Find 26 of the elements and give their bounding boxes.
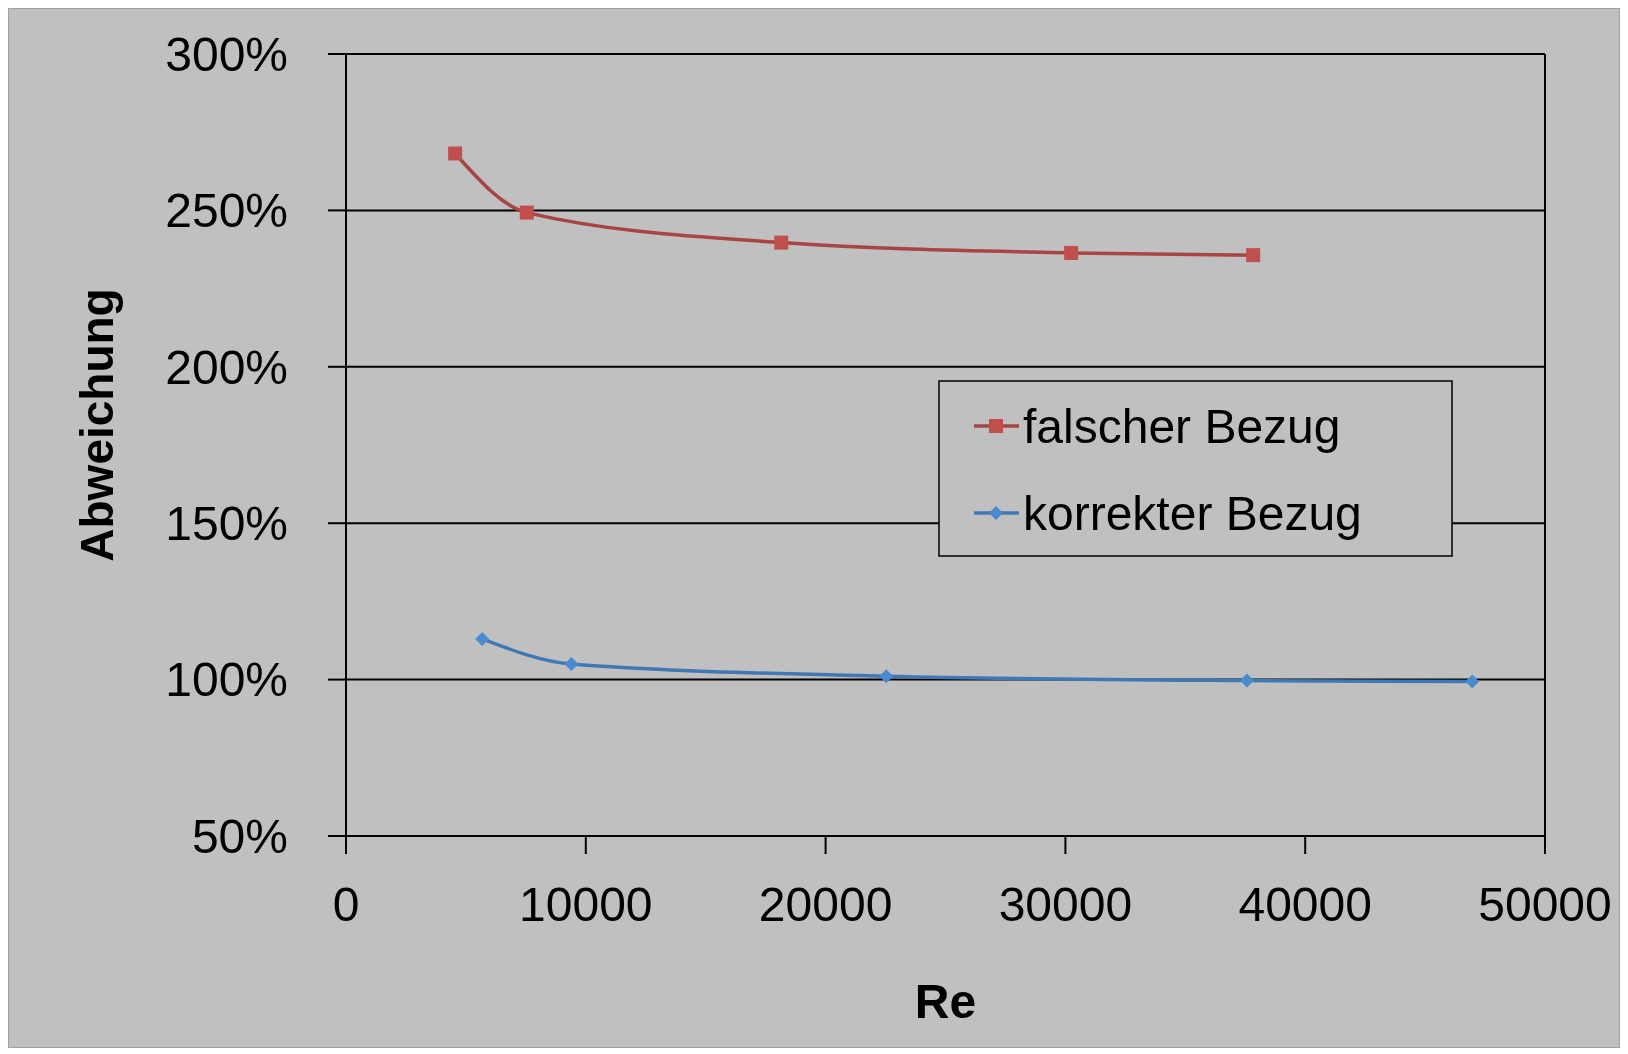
x-axis-title: Re (914, 975, 977, 1028)
point (1064, 245, 1079, 260)
point (448, 146, 463, 161)
x-tick-label: 40000 (1238, 878, 1372, 931)
x-tick-label: 20000 (758, 878, 893, 931)
y-tick-label: 150% (165, 497, 288, 550)
y-tick-label: 50% (191, 809, 288, 863)
y-tick-label: 300% (165, 27, 288, 81)
point (519, 205, 534, 220)
y-tick-label: 250% (165, 184, 288, 238)
point (1239, 673, 1254, 688)
point (1246, 248, 1261, 263)
point (879, 669, 894, 684)
x-tick-label: 0 (332, 878, 360, 931)
y-axis-title: Abweichung (71, 288, 123, 562)
point (1465, 674, 1480, 689)
x-tick-label: 30000 (998, 878, 1133, 931)
point (774, 235, 789, 250)
y-tick-label: 100% (165, 653, 288, 707)
x-tick-label: 10000 (519, 878, 653, 931)
point (475, 631, 490, 646)
legend-label: falscher Bezug (1023, 399, 1341, 453)
y-tick-label: 200% (165, 340, 288, 394)
x-tick-label: 50000 (1478, 878, 1612, 931)
point (564, 656, 579, 671)
legend-label: korrekter Bezug (1023, 486, 1362, 540)
